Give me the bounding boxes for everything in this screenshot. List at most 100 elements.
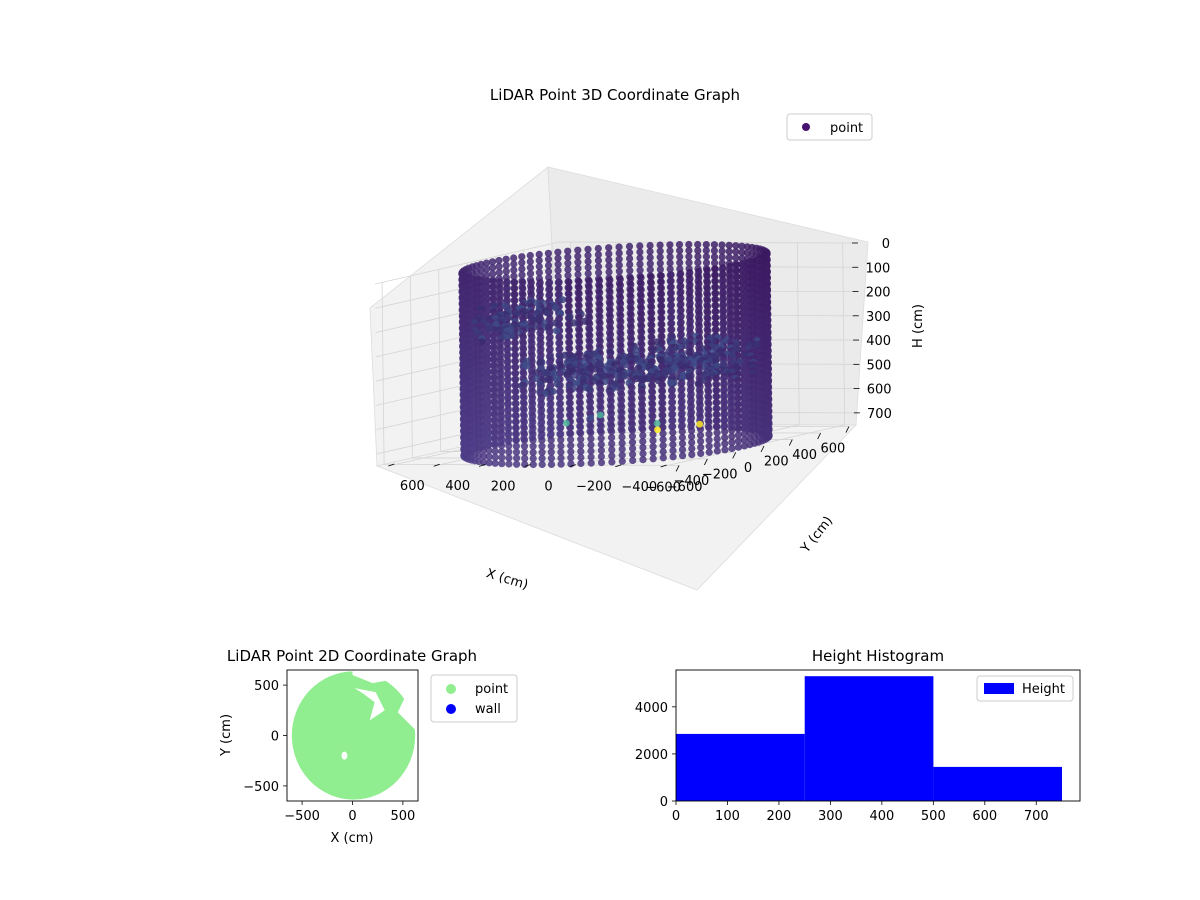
wall-point — [512, 430, 520, 438]
wall-point — [659, 411, 667, 419]
wall-point — [668, 405, 676, 413]
wall-point — [738, 266, 746, 275]
chart-3d-title: LiDAR Point 3D Coordinate Graph — [490, 86, 740, 104]
wall-point — [597, 452, 606, 461]
legend-3d-frame — [786, 113, 873, 141]
wall-point — [667, 320, 675, 328]
wall-point — [567, 442, 575, 450]
wall-point — [685, 253, 693, 261]
wall-point — [685, 259, 693, 267]
wall-point — [625, 242, 634, 250]
wall-point — [615, 267, 624, 275]
wall-point — [518, 271, 526, 279]
wall-point — [529, 448, 537, 456]
wall-point — [667, 326, 675, 334]
wall-point — [498, 460, 506, 468]
wall-point — [526, 270, 535, 278]
wall-point — [678, 433, 687, 442]
wall-point — [629, 456, 637, 465]
y-tick-label-2d: 500 — [254, 679, 279, 694]
wall-point — [554, 285, 562, 293]
wall-point — [713, 380, 721, 388]
wall-point — [740, 412, 748, 420]
wall-point — [521, 454, 529, 462]
y-axis-label-2d: Y (cm) — [219, 714, 234, 757]
wall-point — [554, 266, 562, 274]
outlier-point — [654, 426, 661, 434]
wall-point — [694, 259, 702, 267]
wall-point — [628, 432, 637, 440]
wall-point — [678, 446, 687, 454]
y-tick-3d — [524, 464, 531, 467]
floor-point — [653, 338, 662, 346]
wall-point — [618, 427, 626, 435]
wall-point — [564, 259, 572, 267]
wall-point — [555, 394, 564, 402]
floor-point — [558, 296, 567, 304]
wall-point — [608, 458, 616, 466]
wall-point — [491, 441, 499, 449]
x-tick-label-histogram: 300 — [818, 809, 843, 824]
wall-point — [656, 247, 664, 255]
wall-point — [626, 261, 634, 269]
wall-point — [721, 428, 729, 436]
wall-point — [513, 454, 521, 462]
wall-point — [584, 251, 592, 259]
wall-point — [694, 253, 702, 261]
wall-point — [688, 445, 696, 453]
wall-point — [555, 388, 564, 396]
wall-point — [666, 271, 674, 279]
wall-point — [705, 448, 713, 456]
wall-point — [483, 295, 491, 304]
wall-point — [658, 387, 667, 395]
wall-point — [480, 458, 488, 466]
wall-point — [721, 434, 729, 442]
wall-point — [713, 429, 721, 437]
wall-point — [659, 442, 667, 450]
wall-point — [510, 254, 518, 262]
wall-point — [618, 439, 626, 447]
wall-point — [738, 248, 746, 256]
wall-point — [711, 271, 720, 279]
histogram-bars — [676, 676, 1062, 801]
floor-point — [552, 319, 560, 327]
wall-point — [646, 241, 654, 250]
wall-point — [529, 436, 537, 444]
wall-point — [739, 388, 748, 396]
wall-point — [567, 448, 575, 456]
wall-point — [659, 417, 667, 425]
wall-point — [512, 381, 520, 389]
y-tick-label-3d: 400 — [445, 479, 470, 494]
wall-point — [659, 405, 667, 413]
wall-point — [595, 269, 603, 277]
wall-point — [484, 429, 492, 437]
wall-point — [526, 258, 534, 266]
wall-point — [713, 411, 721, 419]
wall-point — [565, 284, 573, 292]
z-axis-label-3d: H (cm) — [911, 304, 926, 348]
wall-point — [697, 437, 705, 445]
wall-point — [746, 441, 754, 449]
wall-point — [484, 368, 492, 376]
wall-point — [556, 424, 564, 432]
y-tick-label-3d: −400 — [621, 480, 657, 495]
legend-histogram-label: Height — [1022, 682, 1065, 697]
wall-point — [615, 243, 623, 251]
wall-point — [605, 268, 613, 276]
wall-point — [538, 448, 546, 456]
wall-point — [566, 423, 575, 432]
wall-point — [657, 296, 666, 304]
z-tick-label-3d: 100 — [865, 261, 890, 276]
wall-point — [554, 278, 562, 287]
wall-point — [480, 446, 488, 454]
disc-points — [291, 671, 416, 800]
wall-point — [557, 436, 565, 444]
z-tick-label-3d: 0 — [882, 237, 890, 252]
wall-point — [605, 244, 613, 252]
wall-point — [712, 307, 720, 316]
wall-point — [739, 327, 747, 335]
wall-point — [646, 260, 654, 268]
wall-point — [498, 454, 506, 462]
wall-point — [512, 442, 521, 450]
wall-point — [512, 418, 520, 426]
